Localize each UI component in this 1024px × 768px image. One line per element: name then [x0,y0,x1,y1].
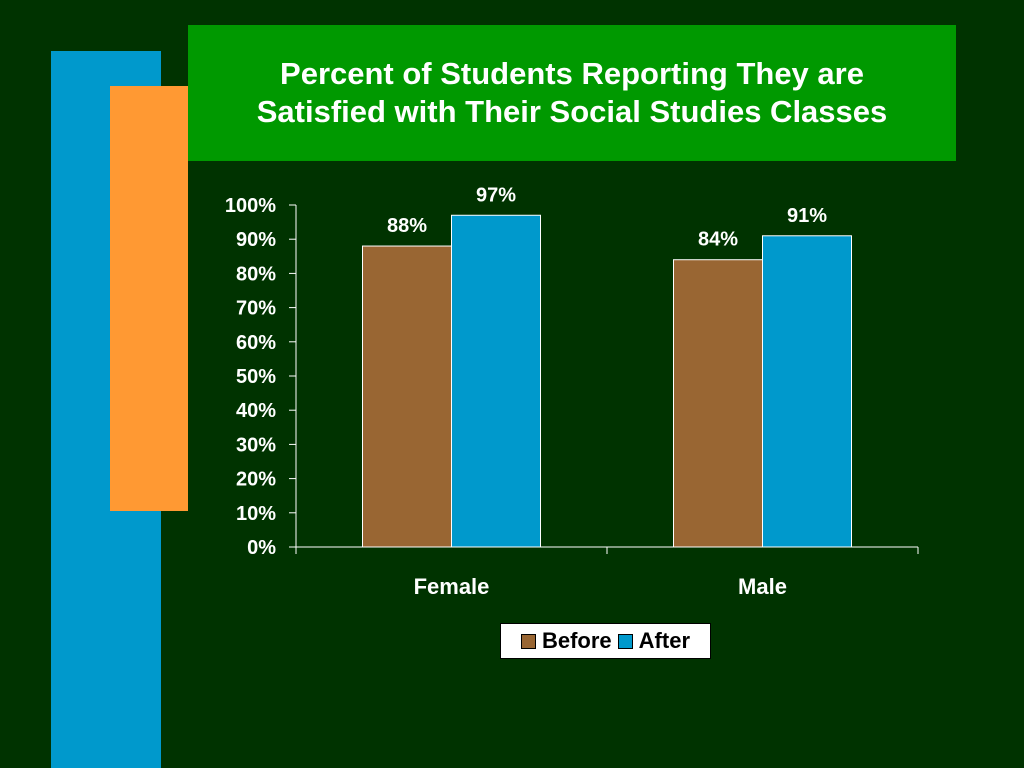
data-label: 88% [387,215,427,237]
bar-before-male [673,259,763,548]
slide-title: Percent of Students Reporting They are S… [212,55,932,131]
legend-item-after: After [617,628,691,654]
data-label: 91% [787,205,827,227]
y-tick-label: 20% [236,469,276,491]
chart-legend: Before After [500,623,711,659]
data-labels: 88% 97% 84% 91% [387,184,827,250]
y-tick-label: 0% [247,537,276,559]
decorative-orange-bar [110,86,188,511]
bar-after-male [762,235,852,548]
bars [362,214,852,548]
bar-before-female [362,245,452,548]
y-tick-label: 30% [236,434,276,456]
y-tick-label: 50% [236,366,276,388]
legend-item-before: Before [520,628,612,654]
legend-swatch-after [617,633,633,649]
x-category-label: Male [738,574,787,599]
y-tick-label: 70% [236,298,276,320]
y-tick-label: 10% [236,503,276,525]
y-tick-label: 100% [225,195,276,217]
data-label: 84% [698,229,738,251]
legend-label-after: After [638,628,691,653]
x-axis: Female Male [295,546,919,599]
legend-swatch-before [520,633,536,649]
y-tick-label: 80% [236,263,276,285]
x-category-label: Female [414,574,490,599]
y-tick-label: 40% [236,400,276,422]
slide-title-line1: Percent of Students Reporting They are [280,56,864,91]
title-banner: Percent of Students Reporting They are S… [188,25,956,161]
slide-title-line2: Satisfied with Their Social Studies Clas… [256,94,888,129]
data-label: 97% [476,184,516,206]
bar-after-female [451,214,541,548]
legend-label-before: Before [541,628,612,653]
y-tick-label: 90% [236,229,276,251]
y-axis: 0% 10% 20% 30% 40% 50% 60% 70% 80% 90% 100% [225,195,297,559]
y-tick-label: 60% [236,332,276,354]
